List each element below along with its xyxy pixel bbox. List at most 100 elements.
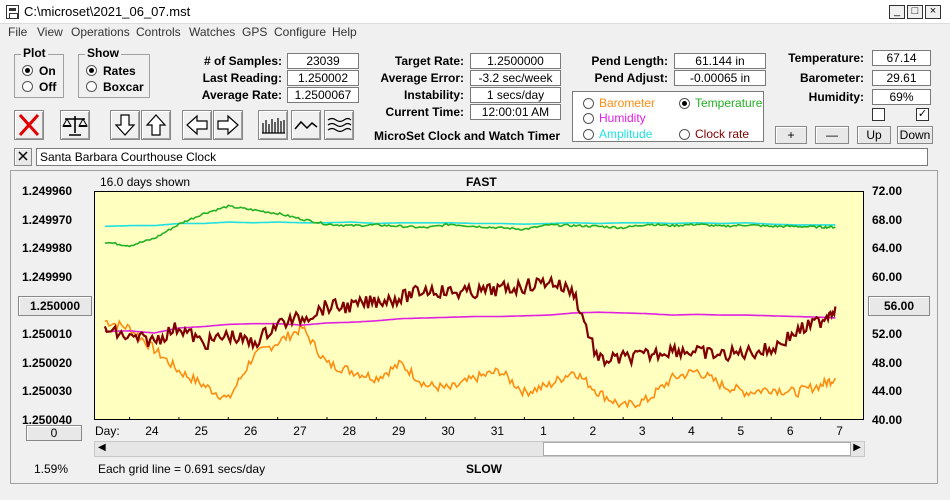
- right-center-value-button[interactable]: 56.00: [868, 296, 930, 316]
- barometer-radio[interactable]: [583, 98, 594, 109]
- menu-view[interactable]: View: [37, 25, 63, 39]
- wave-lines-icon: [327, 117, 352, 133]
- boxcar-radio[interactable]: [86, 81, 97, 92]
- rates-radio[interactable]: [86, 65, 97, 76]
- target-rate-field[interactable]: 1.2500000: [470, 53, 561, 69]
- arrow-down-icon: [114, 114, 136, 136]
- left-tick-label: 1.249970: [22, 212, 73, 227]
- right-tick-label: 40.00: [872, 413, 903, 427]
- day-tick-label: 26: [243, 424, 258, 438]
- clock-rate-radio[interactable]: [679, 129, 690, 140]
- menu-file[interactable]: File: [8, 25, 28, 39]
- plot-group: Plot: [14, 46, 64, 98]
- menu-operations[interactable]: Operations: [71, 25, 130, 39]
- clock-name-field[interactable]: Santa Barbara Courthouse Clock: [36, 148, 928, 166]
- right-tick-label: 64.00: [872, 241, 903, 256]
- clear-name-button[interactable]: [14, 148, 32, 166]
- show-group: Show: [78, 46, 150, 98]
- wave-view-button[interactable]: [324, 110, 354, 140]
- menu-configure[interactable]: Configure: [274, 25, 327, 39]
- clock-name-text: Santa Barbara Courthouse Clock: [40, 150, 217, 164]
- series-selector: Barometer Temperature Humidity Amplitude…: [572, 91, 764, 142]
- app-title-label: MicroSet Clock and Watch Timer: [374, 129, 561, 143]
- barometer-label: Barometer:: [799, 71, 864, 85]
- right-tick-label: 52.00: [872, 327, 903, 342]
- clear-button[interactable]: [14, 110, 44, 140]
- series-line-barometer: [104, 319, 837, 410]
- day-label: Day:: [95, 424, 120, 438]
- line-view-button[interactable]: [291, 110, 321, 140]
- env-checkbox-1[interactable]: [872, 108, 885, 121]
- arrow-right-button[interactable]: [213, 110, 243, 140]
- menu-controls[interactable]: Controls: [136, 25, 181, 39]
- pend-length-label: Pend Length:: [591, 54, 668, 68]
- up-button[interactable]: Up: [857, 126, 891, 144]
- temperature-option[interactable]: Temperature: [695, 96, 763, 110]
- arrow-down-button[interactable]: [110, 110, 140, 140]
- temperature-radio[interactable]: [679, 98, 690, 109]
- scroll-thumb[interactable]: [543, 442, 851, 456]
- left-tick-label: 1.250010: [22, 327, 73, 342]
- plus-button[interactable]: +: [775, 126, 807, 144]
- menu-help[interactable]: Help: [332, 25, 357, 39]
- plot-on-radio[interactable]: [22, 65, 33, 76]
- minimize-button[interactable]: _: [889, 5, 905, 19]
- window-title: C:\microset\2021_06_07.mst: [24, 4, 191, 19]
- day-tick-label: 25: [194, 424, 208, 438]
- barometer-option[interactable]: Barometer: [599, 96, 656, 110]
- series-line-amplitude: [104, 221, 836, 228]
- series-line-humidity: [104, 311, 836, 334]
- left-tick-label: 1.249960: [22, 184, 73, 198]
- arrow-up-icon: [145, 114, 167, 136]
- arrow-up-button[interactable]: [141, 110, 171, 140]
- day-tick-label: 2: [589, 424, 597, 438]
- app-icon: [6, 5, 19, 19]
- day-tick-label: 27: [293, 424, 307, 438]
- right-tick-label: 60.00: [872, 269, 903, 284]
- line-graph-icon: [294, 120, 318, 130]
- current-time-label: Current Time:: [385, 105, 464, 119]
- menu-gps[interactable]: GPS: [242, 25, 268, 39]
- zero-button[interactable]: 0: [26, 425, 82, 441]
- pend-adjust-label: Pend Adjust:: [594, 71, 668, 85]
- env-checkbox-2[interactable]: ✓: [916, 108, 929, 121]
- balance-scale-icon: [62, 116, 88, 136]
- right-tick-label: 68.00: [872, 212, 903, 227]
- arrow-left-button[interactable]: [182, 110, 212, 140]
- last-reading-label: Last Reading:: [202, 71, 282, 85]
- average-error-label: Average Error:: [380, 71, 464, 85]
- humidity-label: Humidity:: [808, 90, 864, 104]
- scroll-right-icon[interactable]: ▶: [853, 442, 861, 453]
- balance-button[interactable]: [60, 110, 90, 140]
- horizontal-scrollbar[interactable]: ◀ ▶: [94, 441, 865, 457]
- instability-field: 1 secs/day: [470, 87, 561, 103]
- plot-off-radio[interactable]: [22, 81, 33, 92]
- boxcar-label: Boxcar: [103, 80, 144, 94]
- maximize-button[interactable]: □: [907, 5, 923, 19]
- plot-off-label: Off: [39, 80, 57, 94]
- amplitude-radio[interactable]: [583, 129, 594, 140]
- menu-watches[interactable]: Watches: [189, 25, 236, 39]
- close-icon: [18, 151, 28, 161]
- clock-rate-option[interactable]: Clock rate: [695, 127, 750, 141]
- center-value-button[interactable]: 1.250000: [18, 296, 92, 316]
- plot-area[interactable]: [94, 191, 864, 420]
- humidity-option[interactable]: Humidity: [599, 111, 646, 125]
- scroll-left-icon[interactable]: ◀: [98, 442, 106, 453]
- day-tick-label: 3: [638, 424, 646, 438]
- bars-view-button[interactable]: [258, 110, 288, 140]
- down-button[interactable]: Down: [897, 126, 933, 144]
- close-window-button[interactable]: ×: [925, 5, 941, 19]
- average-rate-label: Average Rate:: [201, 88, 282, 102]
- humidity-radio[interactable]: [583, 113, 594, 124]
- minus-button[interactable]: —: [815, 126, 849, 144]
- right-tick-label: 72.00: [872, 184, 903, 198]
- amplitude-option[interactable]: Amplitude: [599, 127, 653, 141]
- plot-group-title: Plot: [21, 46, 48, 60]
- pend-length-field[interactable]: 61.144 in: [674, 53, 766, 69]
- series-line-temperature: [104, 204, 836, 248]
- chart-frame: [10, 170, 938, 484]
- current-time-field: 12:00:01 AM: [470, 104, 561, 120]
- title-bar: C:\microset\2021_06_07.mst _ □ ×: [0, 0, 950, 24]
